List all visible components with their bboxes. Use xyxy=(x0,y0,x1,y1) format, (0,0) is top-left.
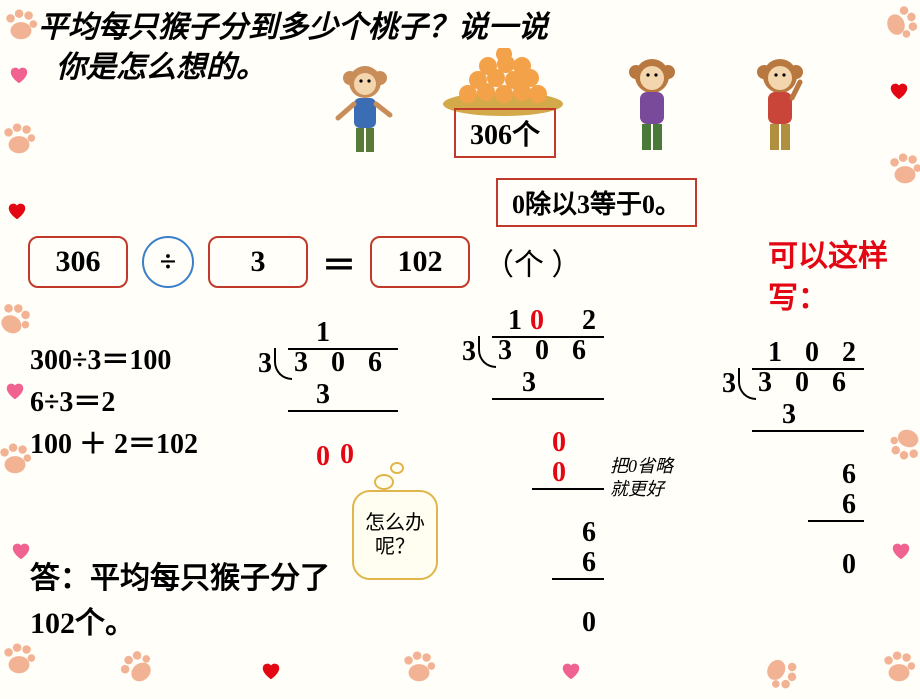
hint-text: 把0省略 就更好 xyxy=(610,455,673,502)
quotient-box: 102 xyxy=(370,236,470,288)
question-title-line2: 你是怎么想的。 xyxy=(56,48,266,89)
monkey-icon xyxy=(330,60,400,165)
peach-count-box: 306个 xyxy=(454,108,556,158)
dividend-box: 306 xyxy=(28,236,128,288)
main-equation: 306 ÷ 3 ＝ 102 （个 ） xyxy=(28,236,582,288)
operator-circle: ÷ xyxy=(142,236,194,288)
bubble-text: 怎么办呢？ xyxy=(358,511,432,559)
equals-sign: ＝ xyxy=(322,238,356,287)
monkey-icon xyxy=(740,52,820,167)
decomposition-steps: 300÷3＝100 6÷3＝2 100 ＋ 2＝102 xyxy=(30,340,198,466)
divisor-box: 3 xyxy=(208,236,308,288)
unit-label: （个 ） xyxy=(484,240,582,284)
side-note: 可以这样写： xyxy=(768,236,908,320)
zero-rule-box: 0除以3等于0。 xyxy=(496,178,697,227)
thought-bubble: 怎么办呢？ xyxy=(352,490,438,580)
peach-pile-icon xyxy=(438,48,568,116)
answer-text: 答：平均每只猴子分了102个。 xyxy=(30,556,330,646)
question-title-line1: 平均每只猴子分到多少个桃子？说一说 xyxy=(38,8,548,49)
monkey-icon xyxy=(612,52,692,167)
